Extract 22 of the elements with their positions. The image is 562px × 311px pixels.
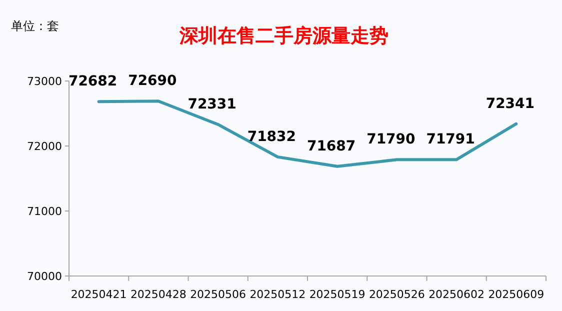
data-label: 72331 <box>188 96 236 112</box>
y-tick-label: 71000 <box>27 205 62 218</box>
data-label: 71832 <box>247 128 296 145</box>
x-tick-label: 20250421 <box>70 288 127 301</box>
text: 单位：套 <box>11 19 59 33</box>
y-tick-label: 70000 <box>27 270 62 283</box>
x-tick-label: 20250512 <box>250 288 306 301</box>
data-label: 71791 <box>426 132 475 148</box>
x-tick-label: 20250526 <box>368 288 425 301</box>
data-label: 71790 <box>366 132 416 148</box>
x-tick-label: 20250602 <box>428 288 485 301</box>
data-label: 72341 <box>486 96 535 112</box>
y-tick-label: 73000 <box>27 75 62 88</box>
y-tick-label: 72000 <box>27 140 62 153</box>
x-tick-label: 20250519 <box>309 288 366 301</box>
data-label: 71687 <box>306 138 356 154</box>
x-tick-label: 20250506 <box>190 288 246 301</box>
x-tick-label: 20250609 <box>488 288 544 301</box>
x-tick-label: 20250428 <box>130 288 186 301</box>
data-label: 72682 <box>68 74 118 90</box>
chart-title: 深圳在售二手房源量走势 <box>178 25 388 47</box>
data-label: 72690 <box>128 73 178 90</box>
